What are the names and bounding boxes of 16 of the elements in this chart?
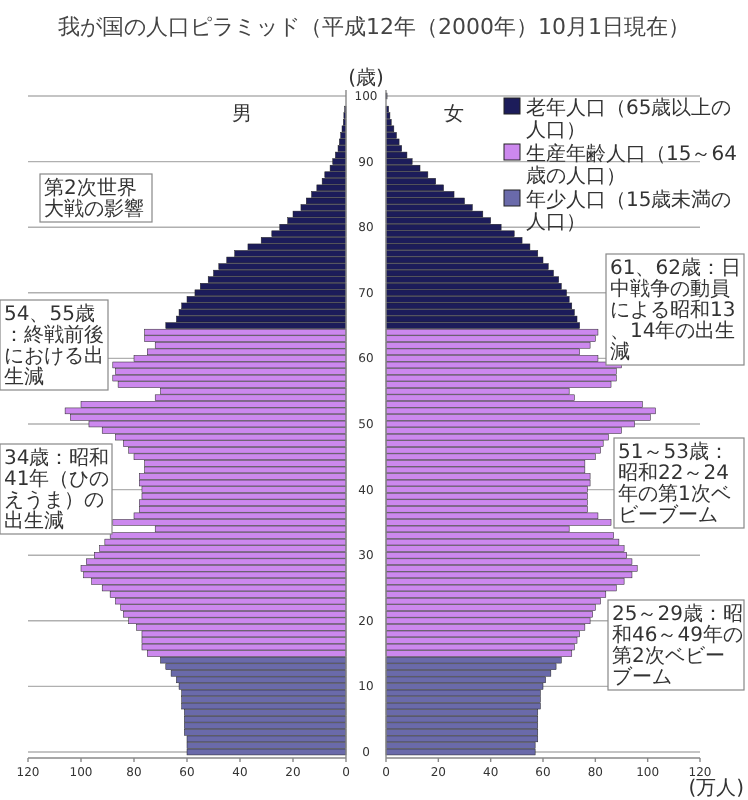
y-axis-title: (歳) xyxy=(348,66,384,90)
annotation: 51～53歳：昭和22～24年の第1次ベビーブーム xyxy=(618,440,731,527)
legend-label: 老年人口（65歳以上の人口） xyxy=(526,96,732,142)
x-axis-title: (万人) xyxy=(688,778,745,800)
annotation: 第2次世界大戦の影響 xyxy=(39,173,153,223)
annotation: 54、55歳：終戦前後における出生減 xyxy=(0,299,109,391)
legend-label: 生産年齢人口（15～64歳の人口） xyxy=(526,142,737,188)
annotation: 25～29歳：昭和46～49年の第2次ベビーブーム xyxy=(607,599,745,691)
annotation: 第2次世界大戦の影響 xyxy=(44,176,144,221)
chart-title: 我が国の人口ピラミッド（平成12年（2000年）10月1日現在） xyxy=(58,14,690,40)
annotation: 34歳：昭和41年（ひのえうま）の出生減 xyxy=(0,443,113,535)
legend-label: 年少人口（15歳未満の人口） xyxy=(526,188,732,234)
annotation: 61、62歳：日中戦争の動員による昭和13、14年の出生減 xyxy=(605,253,745,366)
annotation: 男 xyxy=(232,104,252,126)
annotation: 51～53歳：昭和22～24年の第1次ベビーブーム xyxy=(613,437,745,529)
annotation: 女 xyxy=(444,104,464,126)
